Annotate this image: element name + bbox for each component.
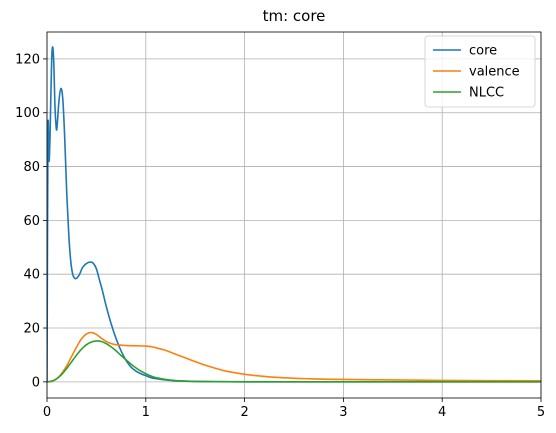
legend-label-core: core <box>469 44 497 59</box>
chart-title: tm: core <box>263 7 326 25</box>
legend-label-valence: valence <box>469 65 520 80</box>
grid-lines <box>46 32 542 398</box>
legend-box <box>424 35 536 108</box>
y-axis-ticks: 0 20 40 60 80 100 120 <box>15 52 47 390</box>
x-tick-label: 4 <box>438 405 446 420</box>
x-tick-label: 1 <box>142 405 150 420</box>
y-tick-label: 60 <box>23 214 40 229</box>
x-tick-label: 0 <box>43 405 51 420</box>
series-line-nlcc <box>47 340 541 383</box>
y-tick-label: 0 <box>32 375 40 390</box>
y-tick-label: 40 <box>23 268 40 283</box>
y-tick-label: 120 <box>15 52 40 67</box>
x-tick-label: 2 <box>240 405 248 420</box>
x-axis-ticks: 0 1 2 3 4 5 <box>43 398 545 420</box>
legend: core valence NLCC <box>424 35 536 108</box>
series-line-valence <box>47 331 541 383</box>
y-tick-label: 20 <box>23 322 40 337</box>
x-tick-label: 3 <box>339 405 347 420</box>
plot-series <box>47 46 541 383</box>
axes-frame <box>46 31 542 399</box>
y-tick-label: 80 <box>23 160 40 175</box>
legend-label-nlcc: NLCC <box>469 86 504 101</box>
y-tick-label: 100 <box>15 106 40 121</box>
x-tick-label: 5 <box>537 405 545 420</box>
